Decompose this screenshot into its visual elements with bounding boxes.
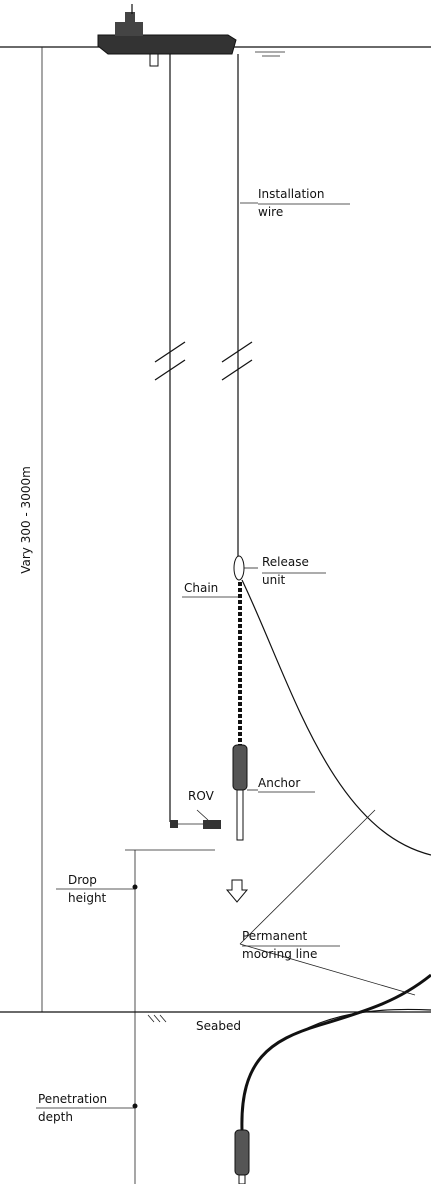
buried-anchor xyxy=(234,1129,250,1184)
label: wire xyxy=(258,205,283,219)
mooring-line-buried xyxy=(240,973,431,1131)
label-underlines xyxy=(36,203,350,1109)
mooring-line xyxy=(241,579,431,856)
label: Seabed xyxy=(196,1019,241,1033)
label: height xyxy=(68,891,107,905)
break-marks xyxy=(154,341,253,381)
label: Vary 300 - 3000m xyxy=(19,466,33,574)
leader-lines xyxy=(182,202,416,996)
label: Installation xyxy=(258,187,324,201)
label: Drop xyxy=(68,873,97,887)
drop-arrow xyxy=(225,879,249,903)
mooring-line-alt xyxy=(299,1008,431,1033)
label: Penetration xyxy=(38,1092,107,1106)
rov xyxy=(170,820,221,829)
label: Anchor xyxy=(258,776,300,790)
dot xyxy=(132,884,138,890)
label: ROV xyxy=(188,789,215,803)
seabed-hatch xyxy=(147,1014,167,1023)
release-unit xyxy=(233,555,245,581)
label: mooring line xyxy=(242,947,317,961)
dot xyxy=(132,1103,138,1109)
label: Permanent xyxy=(242,929,308,943)
label: unit xyxy=(262,573,286,587)
anchor xyxy=(232,744,248,841)
ship xyxy=(97,4,237,67)
label: Chain xyxy=(184,581,218,595)
label: depth xyxy=(38,1110,73,1124)
label: Release xyxy=(262,555,309,569)
